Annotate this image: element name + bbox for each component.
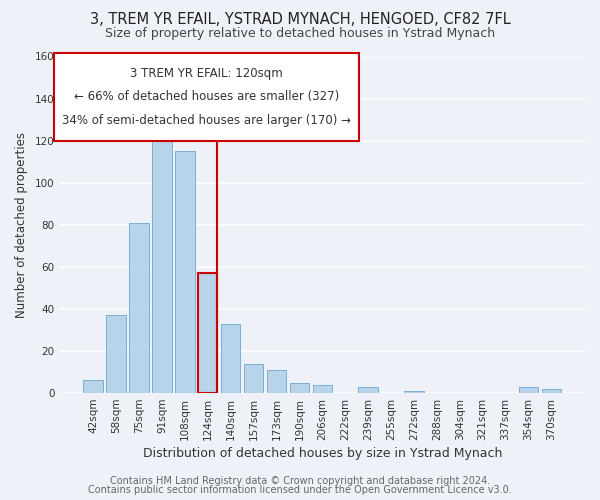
Text: 34% of semi-detached houses are larger (170) →: 34% of semi-detached houses are larger (… bbox=[62, 114, 351, 126]
Bar bbox=[542, 389, 561, 393]
Bar bbox=[267, 370, 286, 393]
Bar bbox=[221, 324, 241, 393]
Bar bbox=[313, 384, 332, 393]
Bar bbox=[519, 387, 538, 393]
Bar bbox=[129, 222, 149, 393]
Bar bbox=[244, 364, 263, 393]
Text: 3, TREM YR EFAIL, YSTRAD MYNACH, HENGOED, CF82 7FL: 3, TREM YR EFAIL, YSTRAD MYNACH, HENGOED… bbox=[89, 12, 511, 28]
Text: Contains public sector information licensed under the Open Government Licence v3: Contains public sector information licen… bbox=[88, 485, 512, 495]
Text: 3 TREM YR EFAIL: 120sqm: 3 TREM YR EFAIL: 120sqm bbox=[130, 66, 283, 80]
Bar bbox=[290, 382, 309, 393]
Text: Size of property relative to detached houses in Ystrad Mynach: Size of property relative to detached ho… bbox=[105, 28, 495, 40]
Text: ← 66% of detached houses are smaller (327): ← 66% of detached houses are smaller (32… bbox=[74, 90, 340, 103]
Bar bbox=[175, 151, 194, 393]
Bar bbox=[152, 124, 172, 393]
Bar bbox=[83, 380, 103, 393]
Bar bbox=[198, 273, 217, 393]
Y-axis label: Number of detached properties: Number of detached properties bbox=[15, 132, 28, 318]
Bar bbox=[106, 315, 126, 393]
FancyBboxPatch shape bbox=[55, 53, 359, 141]
Text: Contains HM Land Registry data © Crown copyright and database right 2024.: Contains HM Land Registry data © Crown c… bbox=[110, 476, 490, 486]
Bar bbox=[358, 387, 378, 393]
X-axis label: Distribution of detached houses by size in Ystrad Mynach: Distribution of detached houses by size … bbox=[143, 447, 502, 460]
Bar bbox=[404, 391, 424, 393]
